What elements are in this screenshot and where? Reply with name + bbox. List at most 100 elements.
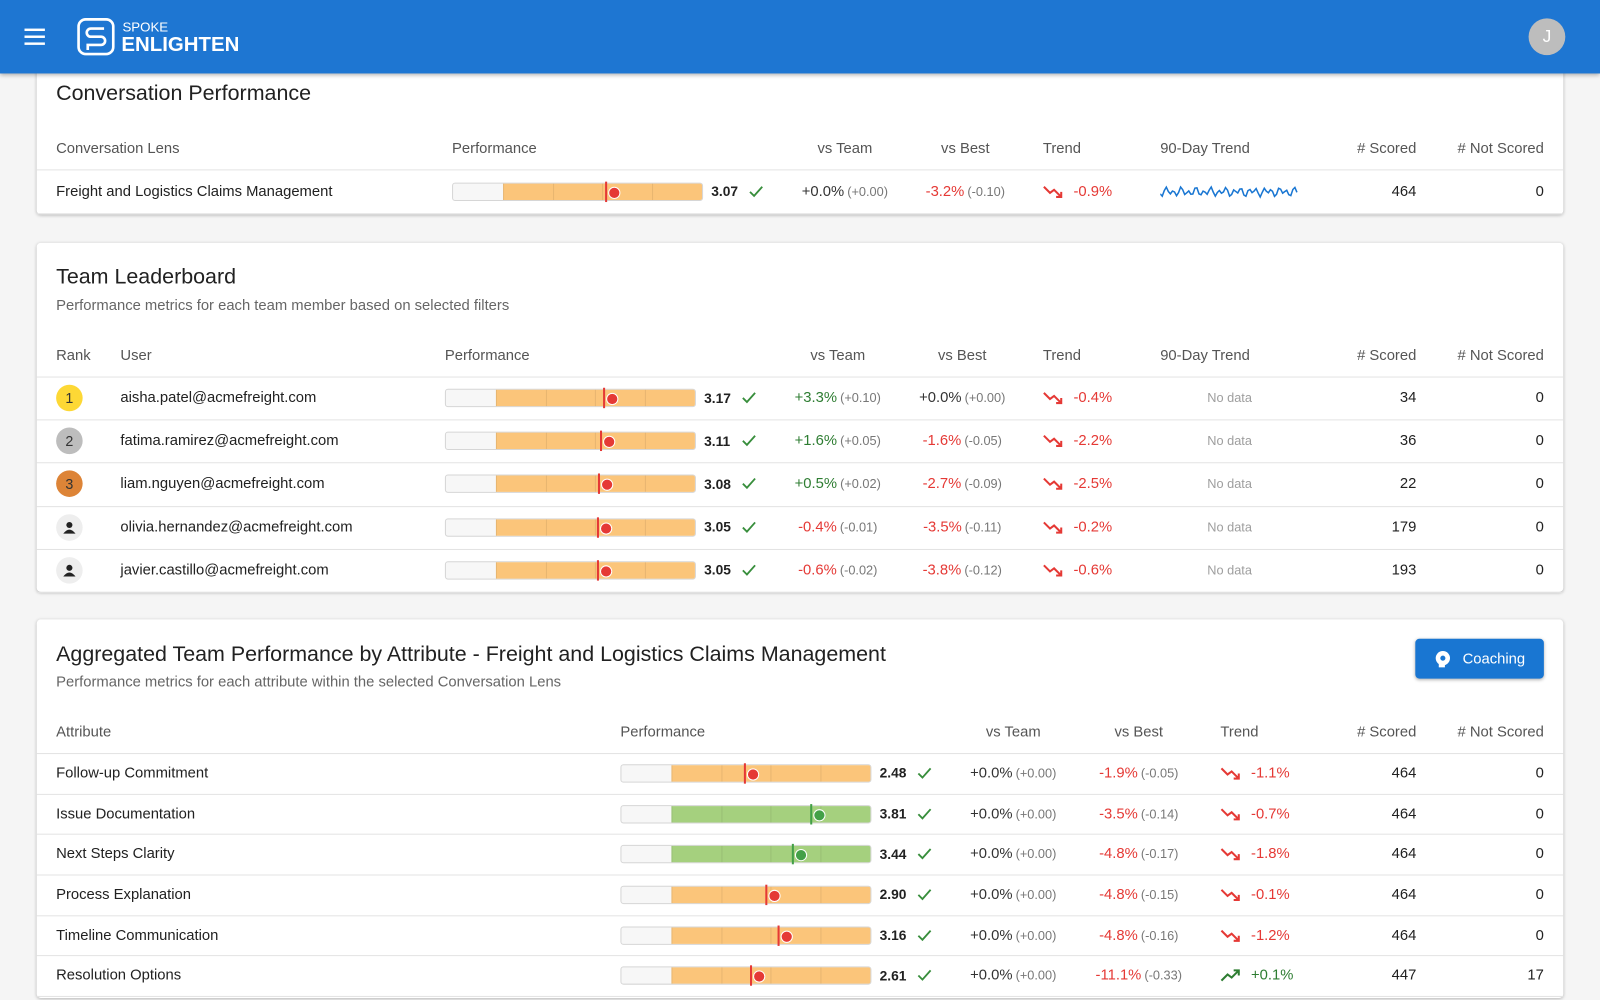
vs-value: +0.0%: [970, 805, 1013, 822]
check-icon: [742, 435, 756, 447]
trend-icon: [1043, 392, 1063, 405]
cell: -0.9%: [1043, 169, 1155, 213]
check-icon: [742, 478, 756, 490]
column-header: Performance: [620, 724, 706, 741]
cell: 0: [1442, 549, 1544, 592]
avatar[interactable]: J: [1528, 18, 1566, 56]
check: [917, 929, 932, 941]
vs-delta: (-0.17): [1140, 847, 1179, 862]
performance-band: [671, 927, 871, 944]
column-header: Attribute: [56, 724, 112, 741]
scored: 36: [1399, 432, 1417, 450]
cell: -1.9% (-0.05): [1078, 753, 1200, 793]
vs-value: -0.4%: [798, 519, 837, 536]
name: Freight and Logistics Claims Management: [56, 183, 333, 200]
cell: 3: [56, 463, 117, 506]
segment-line: [721, 886, 723, 903]
segment-line: [595, 389, 597, 407]
table-row: Resolution Options 2.61 +0.0% (+0.00) -11.1%…: [36, 956, 1564, 998]
score-dot: [601, 479, 614, 492]
segment-line: [721, 846, 723, 863]
trend-icon: [1220, 848, 1240, 861]
vs-value: -11.1%: [1095, 967, 1142, 985]
score-dot: [813, 808, 826, 821]
trend-value: -1.2%: [1251, 927, 1290, 944]
trend-icon: [1043, 521, 1063, 534]
cell: +0.0% (+0.00): [952, 753, 1074, 793]
column-header: Performance: [444, 347, 530, 364]
segment-line: [495, 519, 497, 536]
vs-value: +0.0%: [970, 846, 1013, 863]
score-marker: [764, 884, 767, 906]
segment-line: [671, 765, 673, 782]
scored: 464: [1391, 765, 1417, 782]
column-header: 90-Day Trend: [1160, 347, 1250, 364]
cell: 17: [1442, 956, 1543, 996]
rank: 1: [65, 389, 74, 407]
score-marker: [596, 560, 599, 581]
cell: 0: [1442, 463, 1544, 506]
vs-delta: (-0.10): [967, 184, 1005, 199]
performance-track: [444, 430, 696, 452]
card-title: Conversation Performance: [56, 81, 312, 106]
table-row: Issue Documentation 3.81 +0.0% (+0.00) -3.5%…: [36, 794, 1564, 836]
vs-delta: (+0.00): [1015, 847, 1057, 862]
leaderboard-card: Team Leaderboard Performance metrics for…: [36, 242, 1564, 593]
performance-track: [620, 965, 872, 987]
not-scored: 0: [1535, 476, 1544, 493]
rank: 3: [65, 476, 74, 493]
cell: -0.7%: [1220, 794, 1332, 834]
score-dot: [780, 930, 794, 943]
table-row: 2 fatima.ramirez@acmefreight.com 3.11 +1.6%…: [36, 420, 1564, 464]
not-scored: 0: [1535, 846, 1544, 863]
sparkline-path: [1160, 184, 1298, 199]
vs-value: +0.0%: [970, 886, 1013, 903]
vs-value: +0.5%: [794, 476, 838, 493]
trend-90: No data: [1207, 433, 1252, 449]
name: Next Steps Clarity: [56, 846, 175, 863]
performance-band: [671, 765, 871, 782]
trend-value: +0.1%: [1251, 967, 1294, 985]
rank-badge: [56, 513, 83, 541]
cell: -2.5%: [1043, 463, 1155, 506]
trend-90: No data: [1207, 563, 1252, 578]
cell: 464: [1314, 875, 1417, 915]
rank-badge: 2: [56, 427, 83, 455]
check-icon: [742, 521, 756, 533]
cell: +3.3% (+0.10): [777, 377, 899, 420]
not-scored: 0: [1535, 765, 1544, 782]
segment-line: [645, 519, 647, 536]
performance-band: [495, 476, 695, 493]
not-scored: 0: [1535, 562, 1544, 579]
name: Process Explanation: [56, 886, 192, 903]
cell: -0.6%: [1043, 549, 1155, 592]
segment-line: [545, 389, 547, 407]
vs-value: +0.0%: [970, 927, 1013, 944]
cell: -2.2%: [1043, 420, 1155, 463]
cell: -0.4% (-0.01): [777, 506, 899, 549]
vs-delta: (-0.11): [964, 520, 1002, 535]
column-header: Trend: [1042, 347, 1081, 364]
check-icon: [917, 929, 932, 941]
menu-button[interactable]: [24, 27, 46, 47]
card-subtitle: Performance metrics for each attribute w…: [56, 674, 562, 691]
segment-line: [645, 562, 647, 579]
scored: 34: [1399, 389, 1417, 407]
cell: +0.0% (+0.00): [952, 875, 1074, 915]
table-row: Follow-up Commitment 2.48 +0.0% (+0.00) -1.9…: [36, 753, 1564, 795]
name: fatima.ramirez@acmefreight.com: [120, 432, 339, 450]
coaching-button[interactable]: Coaching: [1415, 638, 1544, 679]
segment-line: [820, 765, 822, 782]
cell: 3.81: [620, 794, 932, 834]
cell: -0.1%: [1220, 875, 1332, 915]
performance-band: [495, 432, 695, 450]
cell: -1.8%: [1220, 834, 1332, 874]
vs-value: -1.9%: [1099, 765, 1138, 782]
trend-value: -0.9%: [1073, 183, 1113, 200]
cell: 0: [1442, 875, 1544, 915]
trend-90: No data: [1207, 390, 1252, 406]
trend-arrow: [1220, 929, 1240, 942]
trend-icon: [1043, 564, 1063, 577]
trend-value: -1.1%: [1251, 765, 1290, 782]
